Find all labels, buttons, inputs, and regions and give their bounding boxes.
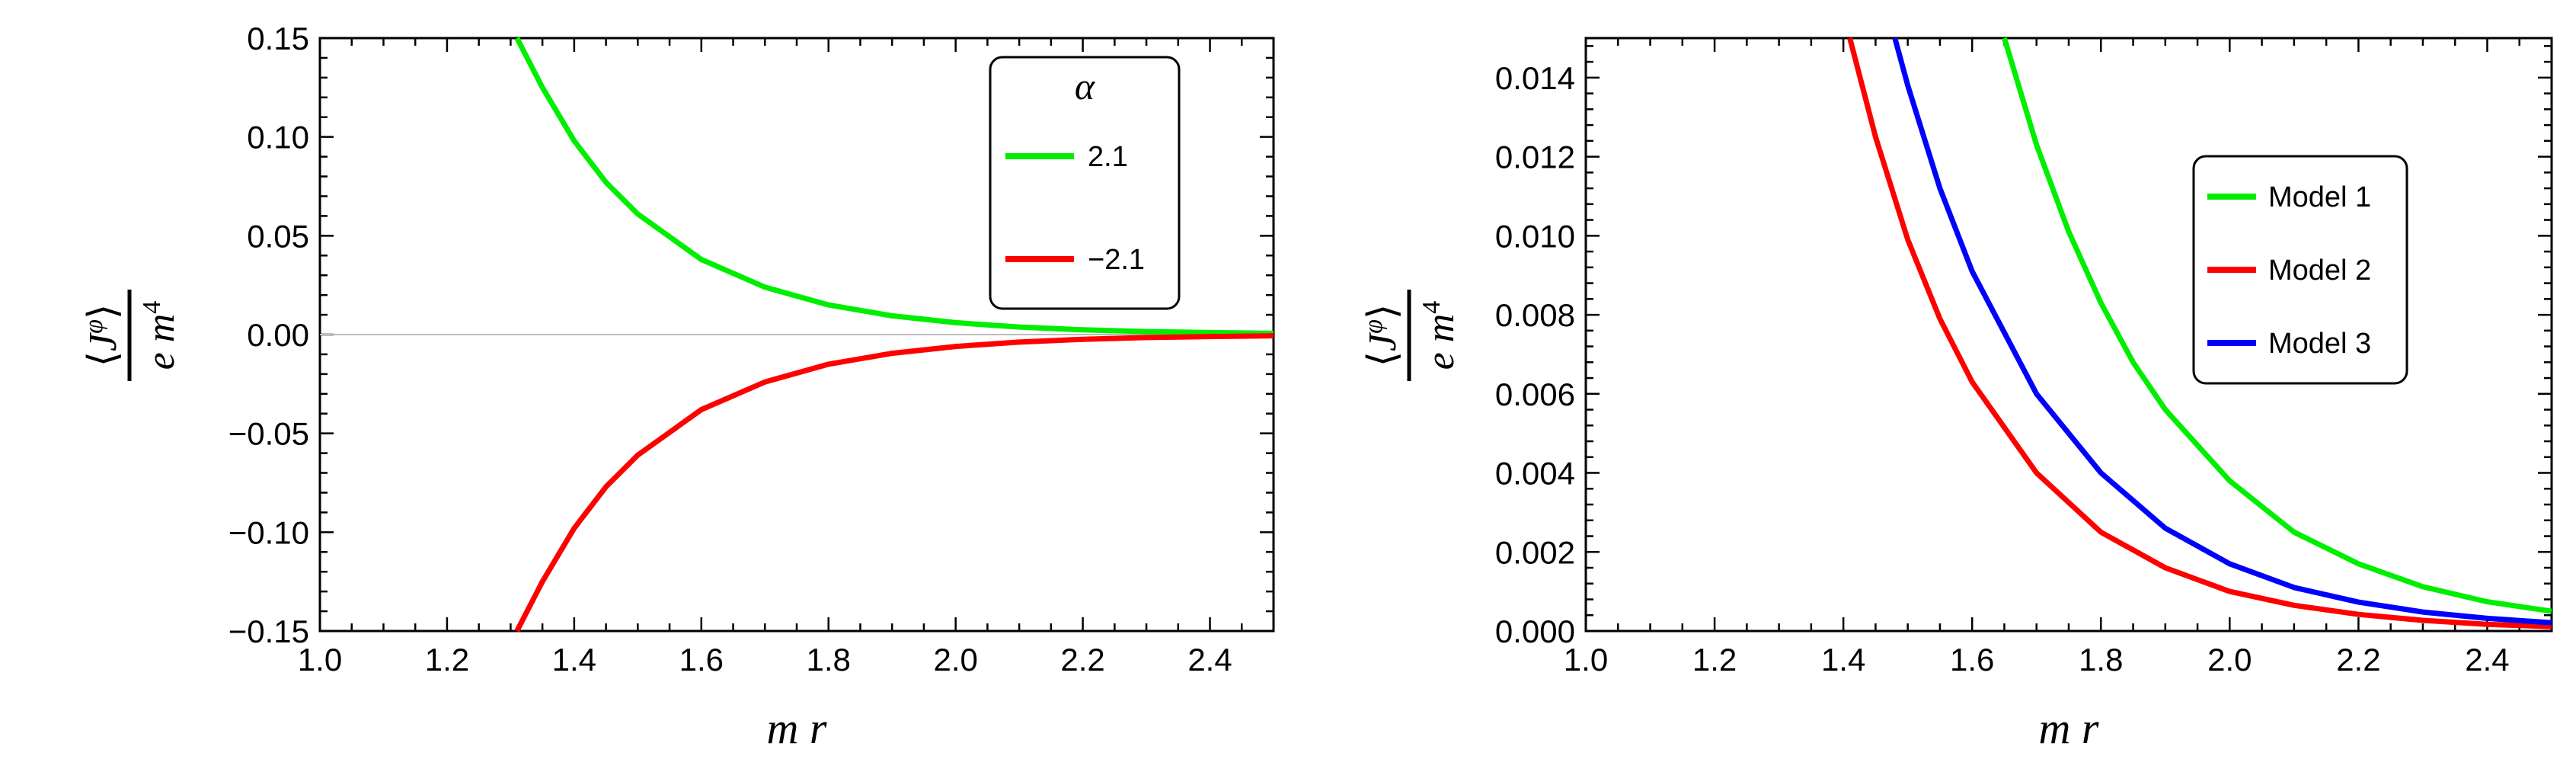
- left-chart: 1.0 1.2 1.4 1.6 1.8 2.0 2.2 2.4 0.15 0.10 0.05 0.0…: [80, 21, 1275, 753]
- series-line: [514, 333, 1274, 633]
- legend-box: [2192, 155, 2408, 385]
- x-tick-label: 1.2: [425, 642, 469, 678]
- y-tick-label: −0.15: [229, 613, 309, 649]
- right-chart: 1.0 1.2 1.4 1.6 1.8 2.0 2.2 2.4 0.014 0.012 0.010…: [1360, 37, 2553, 753]
- data-curves: [1847, 37, 2552, 629]
- x-tick-label: 1.8: [2079, 642, 2123, 678]
- y-label-numerator: ⟨Jφ⟩: [1360, 304, 1405, 367]
- legend-label: 2.1: [1088, 141, 1128, 173]
- x-tick-label: 1.6: [1950, 642, 1994, 678]
- y-tick-label: 0.010: [1495, 218, 1575, 254]
- tick-marks: [318, 37, 1275, 633]
- y-label-denominator: e m4: [1417, 301, 1463, 370]
- legend-entries: Model 1 Model 2 Model 3: [2207, 181, 2371, 360]
- y-tick-label: 0.012: [1495, 139, 1575, 175]
- x-tick-label: 1.4: [552, 642, 596, 678]
- legend-title: α: [1075, 65, 1096, 107]
- y-tick-label: 0.006: [1495, 376, 1575, 412]
- x-tick-label: 1.0: [1564, 642, 1608, 678]
- x-tick-label: 1.6: [679, 642, 724, 678]
- x-tick-label: 1.0: [298, 642, 342, 678]
- y-tick-label: 0.00: [247, 317, 309, 353]
- y-tick-label: −0.10: [229, 514, 309, 550]
- y-tick-label: 0.004: [1495, 456, 1575, 492]
- x-axis-label: m r: [2039, 703, 2099, 753]
- y-tick-label: 0.10: [247, 120, 309, 155]
- y-label-denominator: e m4: [138, 301, 184, 370]
- y-axis-label: ⟨Jφ⟩ e m4: [1360, 290, 1463, 381]
- y-tick-label: 0.014: [1495, 60, 1575, 96]
- series-line: [514, 37, 1274, 336]
- y-axis-label: ⟨Jφ⟩ e m4: [80, 290, 184, 381]
- data-curves: [514, 37, 1274, 633]
- y-tick-label: 0.002: [1495, 534, 1575, 570]
- y-label-numerator: ⟨Jφ⟩: [80, 304, 126, 367]
- y-tick-labels: 0.014 0.012 0.010 0.008 0.006 0.004 0.002 0.000: [1495, 60, 1575, 649]
- y-tick-label: 0.008: [1495, 297, 1575, 333]
- tick-marks: [1584, 38, 2553, 633]
- series-line: [1847, 37, 2552, 629]
- x-tick-label: 2.0: [933, 642, 977, 678]
- x-tick-label: 2.2: [2336, 642, 2380, 678]
- x-tick-label: 1.8: [807, 642, 851, 678]
- legend-label: −2.1: [1088, 244, 1145, 276]
- x-tick-label: 2.2: [1060, 642, 1104, 678]
- x-tick-label: 1.4: [1821, 642, 1865, 678]
- legend-label: Model 1: [2268, 181, 2371, 213]
- x-tick-label: 2.4: [1187, 642, 1232, 678]
- legend: α 2.1 −2.1: [989, 56, 1181, 310]
- legend-label: Model 3: [2268, 328, 2371, 360]
- x-tick-labels: 1.0 1.2 1.4 1.6 1.8 2.0 2.2 2.4: [298, 642, 1232, 678]
- x-tick-label: 2.4: [2465, 642, 2509, 678]
- legend-box: [989, 56, 1181, 310]
- series-line: [1892, 37, 2552, 626]
- y-tick-label: −0.05: [229, 416, 309, 452]
- legend: Model 1 Model 2 Model 3: [2192, 155, 2408, 385]
- x-tick-label: 1.2: [1692, 642, 1737, 678]
- legend-label: Model 2: [2268, 255, 2371, 287]
- x-tick-label: 2.0: [2207, 642, 2252, 678]
- series-line: [2002, 37, 2552, 614]
- y-tick-label: 0.15: [247, 21, 309, 56]
- y-tick-label: 0.000: [1495, 613, 1575, 649]
- legend-entries: 2.1 −2.1: [1005, 141, 1145, 276]
- x-tick-labels: 1.0 1.2 1.4 1.6 1.8 2.0 2.2 2.4: [1564, 642, 2510, 678]
- y-tick-labels: 0.15 0.10 0.05 0.00 −0.05 −0.10 −0.15: [229, 21, 309, 649]
- y-tick-label: 0.05: [247, 218, 309, 254]
- x-axis-label: m r: [767, 703, 827, 753]
